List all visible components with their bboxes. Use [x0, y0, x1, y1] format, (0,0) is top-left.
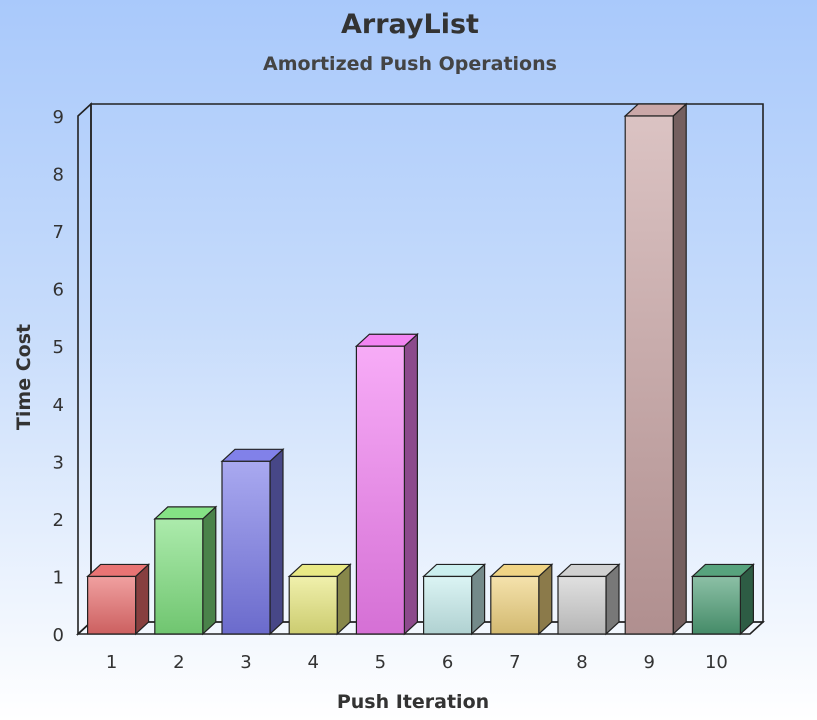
bars: [86, 102, 755, 636]
plot-left-wall: [77, 102, 92, 636]
bar: [287, 563, 352, 636]
x-tick-label: 4: [307, 652, 318, 673]
bar-front: [557, 575, 607, 635]
bar-side: [672, 102, 687, 636]
x-tick-label: 2: [173, 652, 184, 673]
x-tick-label: 9: [643, 652, 654, 673]
y-tick-label: 7: [53, 222, 64, 243]
bar: [86, 563, 151, 636]
bar: [220, 447, 285, 636]
bar: [556, 563, 621, 636]
x-tick-label: 7: [509, 652, 520, 673]
x-tick-label: 8: [576, 652, 587, 673]
bar: [489, 563, 554, 636]
chart-subtitle: Amortized Push Operations: [263, 53, 557, 75]
x-axis-title: Push Iteration: [337, 691, 489, 713]
chart-title: ArrayList: [341, 9, 479, 40]
bar-front: [691, 575, 742, 635]
bar: [422, 563, 487, 636]
bar-front: [624, 115, 674, 635]
bar-side: [269, 447, 284, 636]
y-tick-label: 6: [53, 280, 64, 301]
y-axis-ticks: 0 1 2 3 4 5 6 7 8 9: [53, 107, 64, 646]
y-tick-label: 3: [53, 452, 64, 473]
y-tick-label: 4: [53, 395, 64, 416]
bar: [354, 332, 419, 636]
bar-side: [403, 332, 418, 636]
y-tick-label: 0: [53, 625, 64, 646]
y-tick-label: 2: [53, 510, 64, 531]
y-tick-label: 5: [53, 337, 64, 358]
x-tick-label: 6: [442, 652, 453, 673]
bar: [623, 102, 688, 636]
y-tick-label: 8: [53, 165, 64, 186]
bar: [153, 505, 218, 636]
bar-front: [355, 345, 405, 635]
bar-front: [288, 575, 338, 635]
y-tick-label: 1: [53, 567, 64, 588]
x-axis-ticks: 1 2 3 4 5 6 7 8 9 10: [106, 652, 728, 673]
y-axis-title: Time Cost: [13, 324, 35, 430]
x-tick-label: 3: [240, 652, 251, 673]
x-tick-label: 5: [375, 652, 386, 673]
x-tick-label: 1: [106, 652, 117, 673]
bar-front: [154, 518, 204, 635]
y-tick-label: 9: [53, 107, 64, 128]
x-tick-label: 10: [705, 652, 728, 673]
bar-side: [202, 505, 217, 636]
bar: [690, 563, 755, 636]
bar-front: [221, 460, 271, 635]
bar-front: [423, 575, 473, 635]
bar-front: [86, 575, 137, 635]
bar-front: [490, 575, 540, 635]
